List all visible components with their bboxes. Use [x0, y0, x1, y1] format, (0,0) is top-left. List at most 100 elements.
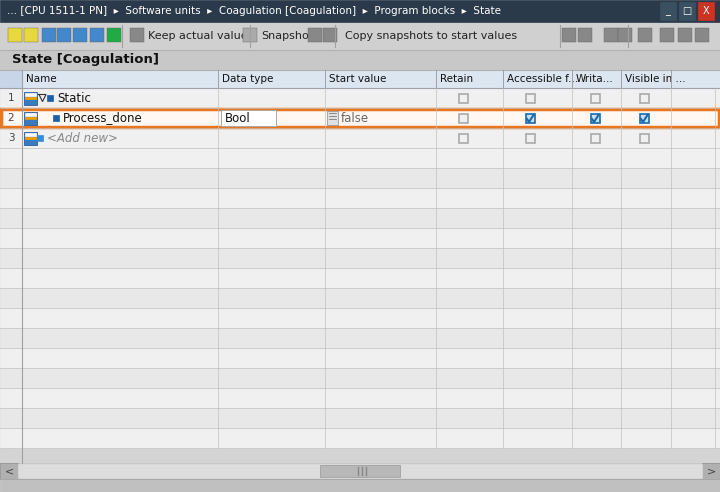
Bar	[459, 114, 467, 123]
Bar	[25, 93, 36, 96]
Bar	[459, 93, 467, 102]
Text: Accessible f...: Accessible f...	[507, 74, 578, 84]
Bar	[243, 28, 257, 42]
Bar	[8, 28, 22, 42]
Bar	[526, 133, 534, 143]
Bar	[638, 28, 652, 42]
Bar	[24, 132, 37, 145]
Bar	[25, 113, 36, 116]
Bar	[0, 248, 720, 268]
Bar	[25, 117, 36, 119]
Bar	[25, 137, 36, 139]
Text: >: >	[706, 466, 716, 476]
Text: Static: Static	[57, 92, 91, 104]
Bar	[0, 428, 720, 448]
Bar	[0, 88, 720, 108]
Bar	[25, 97, 36, 99]
Bar	[0, 108, 720, 128]
Text: <Add new>: <Add new>	[47, 131, 118, 145]
Bar	[526, 114, 534, 123]
Bar	[18, 464, 702, 478]
Text: Keep actual values: Keep actual values	[148, 31, 253, 41]
Bar	[0, 168, 720, 188]
Bar	[53, 115, 59, 121]
Bar	[618, 28, 632, 42]
Text: Name: Name	[26, 74, 57, 84]
Text: X: X	[703, 6, 709, 16]
Bar	[0, 70, 22, 88]
Bar	[107, 28, 121, 42]
Text: Start value: Start value	[329, 74, 387, 84]
Bar	[323, 28, 337, 42]
Bar	[702, 463, 720, 479]
Bar	[0, 368, 720, 388]
Text: Writa...: Writa...	[576, 74, 613, 84]
Bar	[590, 133, 600, 143]
Bar	[459, 133, 467, 143]
Bar	[57, 28, 71, 42]
Bar	[562, 28, 576, 42]
Text: □: □	[683, 6, 692, 16]
Bar	[90, 28, 104, 42]
Bar	[130, 28, 144, 42]
Bar	[639, 133, 649, 143]
Text: Bool: Bool	[225, 112, 251, 124]
Bar	[679, 2, 695, 20]
Bar	[0, 228, 720, 248]
Bar	[1, 109, 719, 127]
Text: 2: 2	[8, 113, 14, 123]
Bar	[24, 112, 37, 125]
Bar	[42, 28, 56, 42]
Bar	[0, 308, 720, 328]
Bar	[590, 114, 600, 123]
Bar	[695, 28, 709, 42]
Bar	[0, 463, 18, 479]
Bar	[660, 2, 676, 20]
Bar	[37, 135, 43, 141]
Bar	[0, 268, 720, 288]
Text: 1: 1	[8, 93, 14, 103]
Bar	[24, 92, 37, 105]
Text: State [Coagulation]: State [Coagulation]	[12, 54, 159, 66]
Bar	[0, 328, 720, 348]
Text: Snapshot: Snapshot	[261, 31, 313, 41]
Text: 3: 3	[8, 133, 14, 143]
Bar	[0, 0, 720, 22]
Bar	[698, 2, 714, 20]
Bar	[0, 463, 720, 479]
Bar	[0, 208, 720, 228]
Bar	[24, 28, 38, 42]
Text: Copy snapshots to start values: Copy snapshots to start values	[345, 31, 517, 41]
Bar	[0, 408, 720, 428]
Bar	[0, 50, 720, 70]
Bar	[73, 28, 87, 42]
Bar	[0, 388, 720, 408]
Bar	[604, 28, 618, 42]
Bar	[0, 288, 720, 308]
Bar	[0, 128, 720, 148]
Text: Data type: Data type	[222, 74, 274, 84]
Bar	[639, 93, 649, 102]
Bar	[678, 28, 692, 42]
Bar	[0, 188, 720, 208]
Bar	[0, 70, 720, 88]
Bar	[308, 28, 322, 42]
Bar	[327, 111, 338, 125]
Bar	[0, 22, 720, 50]
Bar	[320, 465, 400, 477]
Bar	[0, 348, 720, 368]
Bar	[639, 114, 649, 123]
Bar	[0, 479, 720, 492]
Text: _: _	[665, 6, 670, 16]
Text: Visible in ...: Visible in ...	[625, 74, 685, 84]
Bar	[578, 28, 592, 42]
Text: <: <	[4, 466, 14, 476]
Bar	[221, 110, 276, 126]
Text: false: false	[341, 112, 369, 124]
Bar	[47, 95, 53, 101]
Text: Process_done: Process_done	[63, 112, 143, 124]
Text: Retain: Retain	[440, 74, 473, 84]
Bar	[590, 93, 600, 102]
Text: ... [CPU 1511-1 PN]  ▸  Software units  ▸  Coagulation [Coagulation]  ▸  Program: ... [CPU 1511-1 PN] ▸ Software units ▸ C…	[7, 6, 501, 16]
Bar	[526, 93, 534, 102]
